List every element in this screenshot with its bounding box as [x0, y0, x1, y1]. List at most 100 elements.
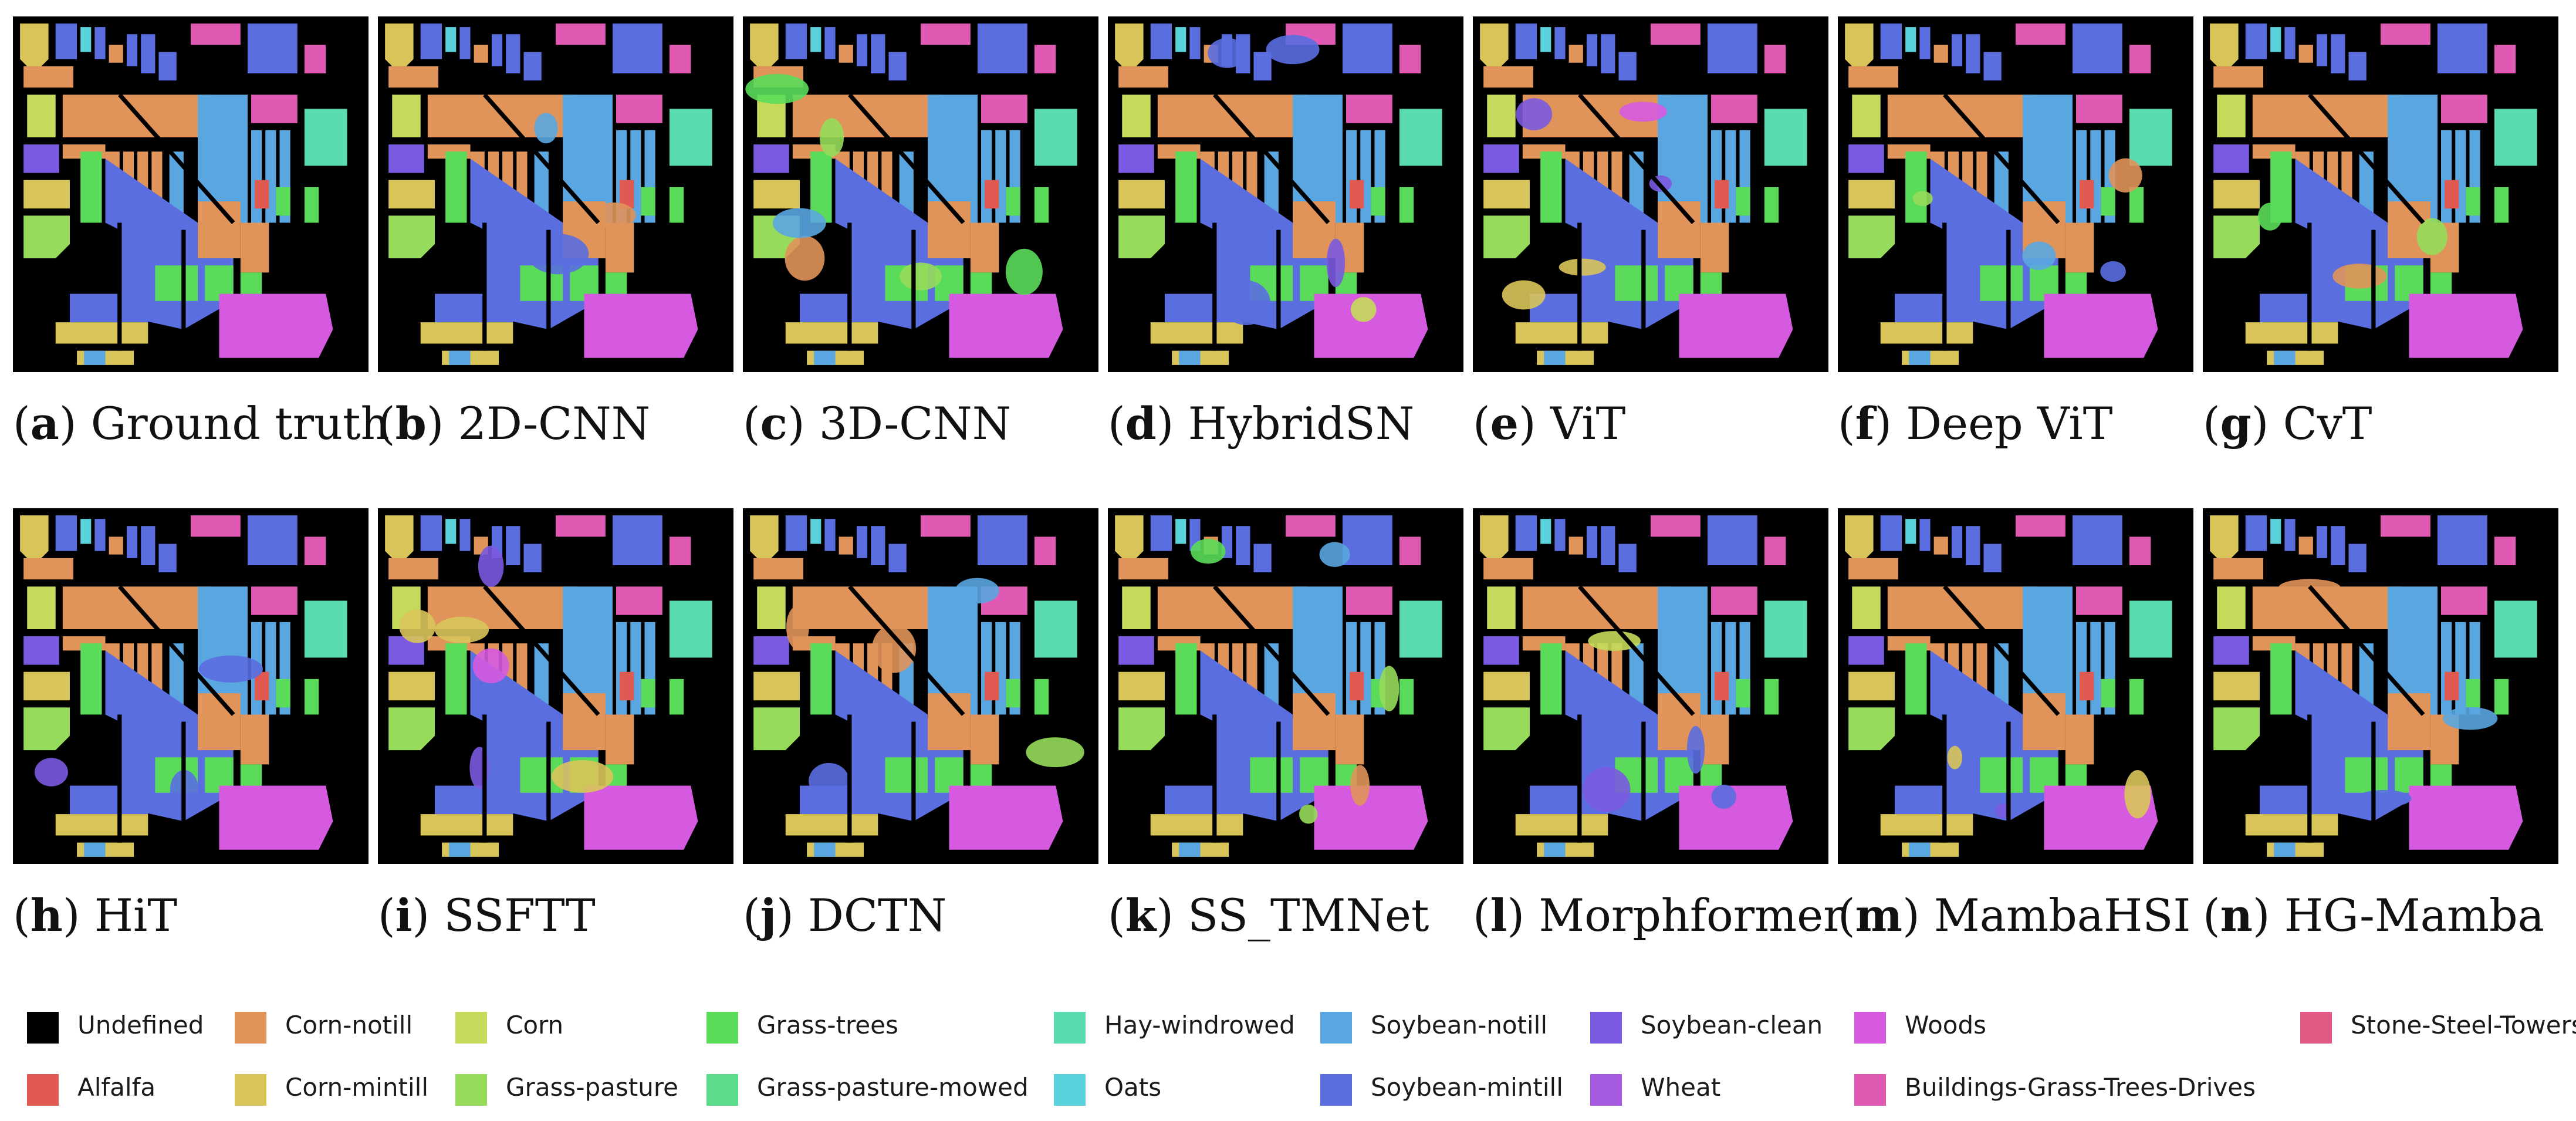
map-region — [1848, 144, 1884, 173]
legend-swatch — [1320, 1012, 1352, 1044]
map-region — [1764, 600, 1807, 658]
map-region — [1909, 350, 1931, 365]
map-region — [1346, 622, 1357, 715]
map-region — [1118, 144, 1154, 173]
panel-caption: (a) Ground truth — [13, 401, 390, 446]
misclassified-patch — [2416, 218, 2447, 255]
map-region — [981, 94, 1027, 123]
map-region — [1540, 643, 1562, 715]
map-region — [1848, 215, 1895, 259]
misclassified-patch — [434, 616, 489, 643]
legend-label: Oats — [1104, 1073, 1162, 1102]
map-region — [1399, 600, 1442, 658]
map-region — [1034, 678, 1049, 715]
panel-letter: n — [2220, 889, 2253, 941]
map-region — [1725, 622, 1736, 715]
map-region — [459, 519, 471, 551]
map-region — [1715, 671, 1729, 701]
map-region — [1930, 650, 2058, 822]
map-region — [1360, 622, 1371, 715]
map-region — [2274, 842, 2296, 857]
map-region — [1848, 636, 1884, 665]
misclassified-patch — [871, 624, 917, 673]
map-region — [1175, 27, 1186, 52]
map-region — [1848, 707, 1895, 751]
misclassified-patch — [745, 74, 809, 104]
caption-paren-open: ( — [1108, 889, 1125, 941]
map-region — [434, 293, 513, 323]
map-region — [1529, 293, 1608, 323]
map-region — [388, 144, 424, 173]
misclassified-patch — [2022, 241, 2056, 271]
map-region — [981, 622, 992, 715]
map-region — [1540, 27, 1551, 52]
road-line — [1578, 93, 1695, 224]
legend-label: Soybean-clean — [1641, 1011, 1823, 1039]
legend-swatch — [1854, 1074, 1886, 1106]
map-region — [1905, 27, 1916, 52]
map-region — [669, 600, 712, 658]
legend-swatch — [1590, 1074, 1622, 1106]
map-region — [2494, 109, 2537, 166]
misclassified-patch — [1583, 767, 1631, 812]
classification-map — [1473, 16, 1828, 372]
map-region — [304, 536, 326, 565]
map-region — [388, 215, 435, 259]
legend-label: Corn-notill — [285, 1011, 413, 1039]
map-region — [1909, 842, 1931, 857]
map-region — [1314, 293, 1428, 358]
map-region — [2213, 558, 2264, 580]
map-region — [392, 94, 421, 138]
map-region — [2388, 586, 2438, 715]
map-region — [2210, 23, 2239, 73]
caption-paren-open: ( — [13, 889, 31, 941]
map-region — [219, 293, 333, 358]
legend-swatch — [455, 1074, 487, 1106]
misclassified-patch — [472, 648, 509, 684]
road-line — [2308, 585, 2425, 716]
panel-method-name: SSFTT — [444, 889, 596, 941]
map-region — [1034, 187, 1049, 223]
map-region — [928, 94, 978, 223]
misclassified-patch — [900, 262, 942, 291]
panel-letter: b — [395, 397, 427, 450]
map-region — [1034, 600, 1077, 658]
legend-label: Soybean-mintill — [1371, 1073, 1563, 1102]
map-region — [2441, 586, 2487, 615]
map-region — [1200, 650, 1328, 822]
map-region — [1764, 536, 1786, 565]
map-region — [885, 757, 928, 793]
map-region — [1601, 526, 1615, 565]
map-region — [388, 636, 424, 665]
map-region — [1179, 350, 1201, 365]
map-region — [1360, 130, 1371, 223]
map-region — [935, 757, 964, 793]
map-region — [981, 130, 992, 223]
classification-map — [743, 508, 1098, 864]
map-region — [169, 643, 184, 715]
map-region — [1983, 52, 2002, 81]
map-region — [2494, 600, 2537, 658]
map-region — [669, 109, 712, 166]
caption-paren-open: ( — [378, 397, 395, 450]
map-region — [1725, 130, 1736, 223]
map-region — [1764, 678, 1779, 715]
map-region — [449, 842, 471, 857]
map-region — [2213, 66, 2264, 88]
map-region — [240, 714, 269, 765]
map-region — [810, 519, 822, 544]
map-region — [1264, 643, 1279, 715]
map-region — [985, 180, 999, 209]
map-region — [1554, 519, 1566, 551]
legend-label: Grass-pasture — [506, 1073, 679, 1102]
legend-swatch — [1854, 1012, 1886, 1044]
map-region — [94, 27, 106, 59]
panel-caption: (k) SS_TMNet — [1108, 893, 1429, 938]
map-region — [2217, 586, 2246, 630]
panel-letter: d — [1125, 397, 1157, 450]
map-region — [520, 265, 563, 301]
road-line — [1213, 585, 1330, 716]
map-region — [1707, 23, 1757, 73]
map-region — [2316, 34, 2328, 66]
panel-caption: (f) Deep ViT — [1838, 401, 2112, 446]
